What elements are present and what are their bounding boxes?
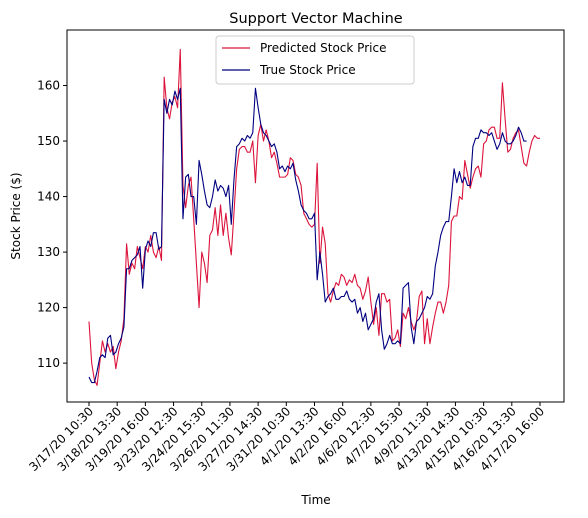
x-axis: 3/17/20 10:303/18/20 13:303/19/20 16:003… [26,402,547,474]
legend-box [215,35,415,85]
y-tick-label: 150 [37,134,60,148]
y-axis-label: Stock Price ($) [9,172,23,259]
y-tick-label: 130 [37,245,60,259]
x-axis-label: Time [300,493,330,507]
legend: Predicted Stock Price True Stock Price [215,35,415,85]
y-tick-label: 160 [37,79,60,93]
series-line-true [88,87,527,384]
chart-title: Support Vector Machine [229,11,403,27]
y-tick-label: 140 [37,190,60,204]
y-tick-label: 120 [37,301,60,315]
legend-label-predicted: Predicted Stock Price [260,41,386,55]
legend-label-true: True Stock Price [259,63,356,77]
series-layer [88,48,540,386]
y-axis: 110 120 130 140 150 160 [37,79,67,370]
y-tick-label: 110 [37,356,60,370]
plot-frame [66,29,565,403]
